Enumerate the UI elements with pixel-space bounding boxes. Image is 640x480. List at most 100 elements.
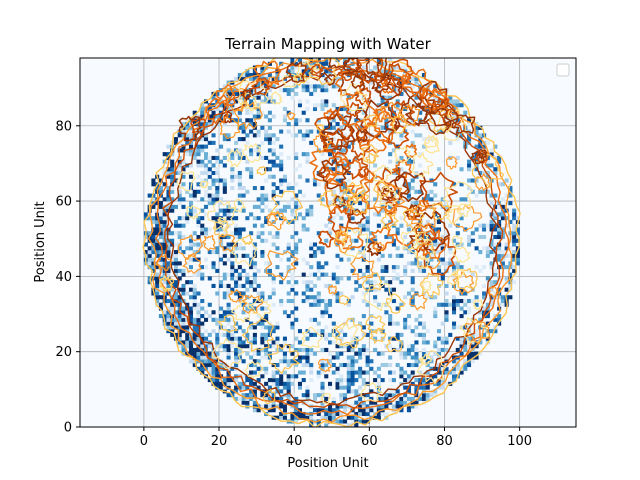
- terrain-cell: [290, 58, 295, 63]
- terrain-cell: [433, 227, 438, 232]
- terrain-cell: [343, 163, 348, 168]
- terrain-cell: [433, 84, 438, 89]
- water-contour: [416, 350, 447, 385]
- terrain-cell: [335, 291, 340, 296]
- terrain-cell: [395, 159, 400, 164]
- terrain-cell: [489, 250, 494, 255]
- terrain-cell: [346, 347, 351, 352]
- terrain-cell: [459, 336, 464, 341]
- terrain-cell: [290, 234, 295, 240]
- terrain-cell: [275, 325, 280, 330]
- terrain-cell: [234, 76, 239, 81]
- terrain-cell: [249, 88, 254, 93]
- terrain-cell: [373, 280, 378, 285]
- terrain-cell: [478, 268, 483, 273]
- water-contour: [470, 150, 485, 165]
- terrain-cell: [256, 88, 261, 93]
- terrain-cell: [512, 216, 517, 221]
- terrain-cell: [309, 295, 314, 300]
- terrain-cell: [350, 268, 355, 273]
- terrain-cell: [177, 159, 182, 164]
- terrain-cell: [425, 329, 430, 334]
- water-contour: [459, 317, 490, 345]
- terrain-cell: [200, 370, 205, 375]
- terrain-cell: [361, 314, 366, 319]
- terrain-cell: [388, 317, 393, 322]
- terrain-cell: [196, 351, 201, 356]
- terrain-cell: [328, 287, 333, 292]
- terrain-cell: [376, 103, 381, 108]
- terrain-cell: [279, 374, 284, 379]
- water-contour: [340, 227, 369, 258]
- terrain-cell: [237, 396, 242, 401]
- terrain-cell: [241, 329, 246, 334]
- terrain-cell: [328, 201, 333, 206]
- terrain-cell: [482, 189, 487, 194]
- terrain-cell: [158, 212, 163, 217]
- terrain-cell: [335, 106, 340, 112]
- terrain-cell: [301, 393, 306, 398]
- terrain-cell: [166, 298, 171, 304]
- terrain-cell: [433, 306, 438, 311]
- terrain-cell: [500, 197, 505, 202]
- terrain-cell: [388, 253, 393, 258]
- terrain-cell: [497, 246, 502, 251]
- terrain-cell: [290, 325, 295, 330]
- terrain-cell: [418, 133, 423, 138]
- terrain-cell: [406, 197, 411, 202]
- terrain-cell: [361, 351, 366, 356]
- terrain-cell: [395, 389, 400, 394]
- terrain-cell: [508, 193, 513, 198]
- terrain-cell: [177, 193, 182, 198]
- terrain-cell: [222, 381, 227, 386]
- terrain-cell: [271, 76, 276, 81]
- terrain-cell: [215, 178, 220, 183]
- terrain-cell: [196, 148, 201, 153]
- terrain-cell: [301, 227, 306, 232]
- terrain-cell: [331, 321, 336, 326]
- terrain-cell: [301, 216, 306, 221]
- terrain-cell: [286, 314, 291, 319]
- terrain-cell: [388, 69, 393, 74]
- terrain-cell: [260, 295, 265, 300]
- terrain-cell: [271, 234, 276, 240]
- terrain-cell: [249, 321, 254, 326]
- terrain-cell: [267, 137, 272, 142]
- terrain-cell: [151, 268, 156, 273]
- terrain-cell: [196, 317, 201, 322]
- terrain-cell: [470, 178, 475, 183]
- terrain-cell: [440, 321, 445, 326]
- terrain-cell: [275, 137, 280, 142]
- terrain-cell: [204, 189, 209, 194]
- water-contour: [424, 134, 439, 149]
- terrain-cell: [260, 110, 265, 115]
- terrain-cell: [249, 396, 254, 401]
- terrain-cell: [294, 280, 299, 285]
- terrain-cell: [286, 374, 291, 379]
- terrain-cell: [339, 419, 344, 424]
- terrain-cell: [211, 95, 216, 100]
- terrain-cell: [301, 193, 306, 198]
- water-contour: [347, 209, 366, 225]
- terrain-cell: [388, 152, 393, 157]
- terrain-cell: [463, 110, 468, 115]
- terrain-cell: [504, 287, 509, 292]
- water-contour: [227, 148, 243, 168]
- terrain-cell: [290, 344, 295, 349]
- terrain-cell: [470, 359, 475, 364]
- terrain-cell: [185, 133, 190, 138]
- terrain-cell: [470, 272, 475, 277]
- terrain-cell: [410, 347, 415, 352]
- terrain-cell: [147, 250, 152, 255]
- terrain-cell: [215, 351, 220, 356]
- terrain-cell: [455, 366, 460, 371]
- terrain-cell: [414, 103, 419, 108]
- terrain-cell: [429, 355, 434, 360]
- terrain-cell: [384, 287, 389, 292]
- terrain-cell: [309, 415, 314, 420]
- terrain-cell: [358, 283, 363, 288]
- terrain-cell: [234, 246, 239, 251]
- terrain-cell: [470, 231, 475, 236]
- terrain-cell: [331, 118, 336, 123]
- terrain-cell: [264, 298, 269, 304]
